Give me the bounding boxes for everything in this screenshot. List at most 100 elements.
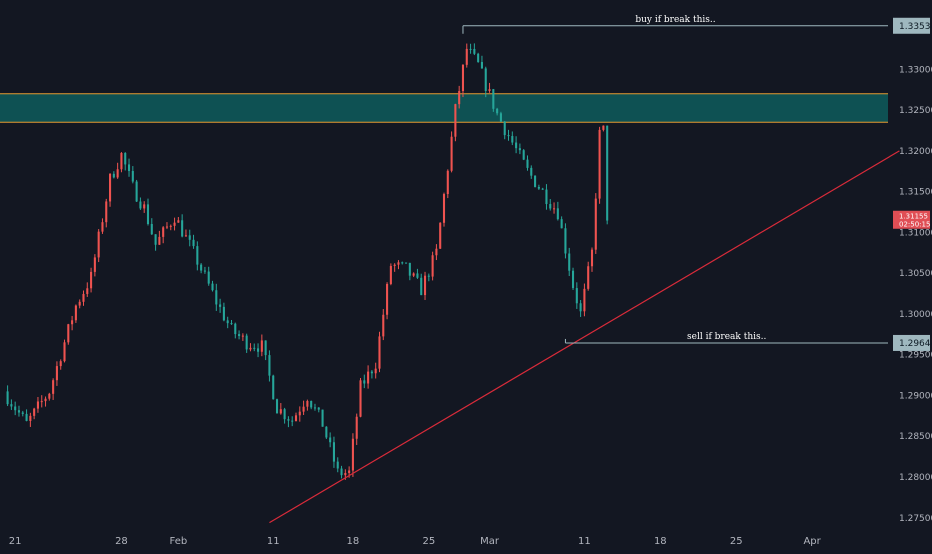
candle-body <box>78 301 81 306</box>
candle <box>359 378 362 418</box>
candle <box>317 407 320 413</box>
time-axis[interactable]: 21 28 Feb 11 18 25 Mar 11 18 25 Apr <box>9 536 822 547</box>
candle-body <box>507 135 510 137</box>
candle <box>386 282 389 320</box>
candle-body <box>25 413 28 421</box>
candle-body <box>348 470 351 473</box>
candle-body <box>606 125 609 221</box>
candle-body <box>211 283 214 291</box>
candle-body <box>590 249 594 267</box>
candle <box>97 229 100 263</box>
candle-body <box>484 68 487 92</box>
candle <box>192 234 195 249</box>
candle-body <box>10 404 13 407</box>
candle <box>590 247 594 272</box>
candle-body <box>363 380 366 384</box>
candle-body <box>302 406 305 412</box>
candle-body <box>332 442 335 462</box>
candle-body <box>40 401 43 403</box>
candle <box>48 392 51 401</box>
candle <box>587 261 590 291</box>
candle-body <box>264 340 267 356</box>
candle-body <box>340 468 343 476</box>
candle-body <box>439 222 442 249</box>
candle-body <box>90 271 93 289</box>
candle-body <box>109 173 112 202</box>
candle <box>370 370 373 379</box>
candle <box>264 340 267 361</box>
candle <box>21 410 24 417</box>
candle <box>583 283 586 317</box>
time-tick-label: 25 <box>422 536 435 547</box>
price-tick-label: 1.30000 <box>899 310 932 320</box>
candle <box>112 171 115 179</box>
candle <box>67 323 70 345</box>
candle <box>150 218 153 236</box>
candle-body <box>105 201 108 223</box>
candle-body <box>97 231 100 258</box>
candle-body <box>492 89 495 109</box>
candle <box>541 187 544 190</box>
candle <box>294 412 298 422</box>
candle-body <box>158 236 161 245</box>
candle-body <box>169 225 172 227</box>
candle-body <box>541 188 544 190</box>
candle-body <box>6 391 9 405</box>
candle-body <box>238 334 241 337</box>
candle-body <box>33 408 36 416</box>
candle <box>17 405 21 417</box>
candle-body <box>306 401 309 407</box>
candle-body <box>162 227 165 237</box>
candle <box>499 111 502 122</box>
candle <box>439 222 442 249</box>
candle <box>598 126 601 204</box>
candle <box>408 262 411 281</box>
candle-body <box>416 273 419 278</box>
candle-body <box>503 121 506 136</box>
candle <box>283 407 286 424</box>
candle-body <box>545 189 548 205</box>
drawings-layer: buy if break this.. sell if break this.. <box>269 15 900 524</box>
candle <box>306 399 309 411</box>
candle <box>575 282 578 309</box>
candle-body <box>458 91 461 105</box>
candle-body <box>564 228 567 254</box>
candle-body <box>196 246 199 265</box>
candle <box>93 254 96 277</box>
candle-body <box>579 303 582 312</box>
candle <box>423 271 427 300</box>
candle <box>184 229 187 237</box>
candle <box>33 407 36 420</box>
candle <box>515 136 518 154</box>
candle-body <box>310 401 313 408</box>
candle-body <box>203 270 206 272</box>
candle <box>503 120 506 140</box>
support-trendline[interactable] <box>269 150 900 524</box>
candle <box>518 143 521 155</box>
candle <box>530 165 533 179</box>
candle <box>321 409 324 427</box>
candle <box>181 214 184 238</box>
candle-body <box>446 170 449 195</box>
candle <box>420 273 423 296</box>
candle <box>602 125 605 132</box>
candle-body <box>594 198 597 250</box>
candle <box>291 416 294 427</box>
candle-body <box>192 239 195 247</box>
current-price-label: 1.31155 <box>899 213 928 221</box>
candle-body <box>359 380 362 417</box>
candle-body <box>230 323 233 325</box>
candle <box>215 283 218 311</box>
candle <box>431 251 434 281</box>
candle-body <box>378 336 381 369</box>
candle-body <box>408 262 411 276</box>
price-axis[interactable]: 1.27500 1.28000 1.28500 1.29000 1.29500 1.300… <box>893 17 932 524</box>
candle <box>553 202 556 214</box>
candle-body <box>480 62 483 69</box>
candle <box>496 107 499 116</box>
candle-body <box>351 438 354 471</box>
candle-body <box>488 89 491 92</box>
candle <box>465 43 468 68</box>
